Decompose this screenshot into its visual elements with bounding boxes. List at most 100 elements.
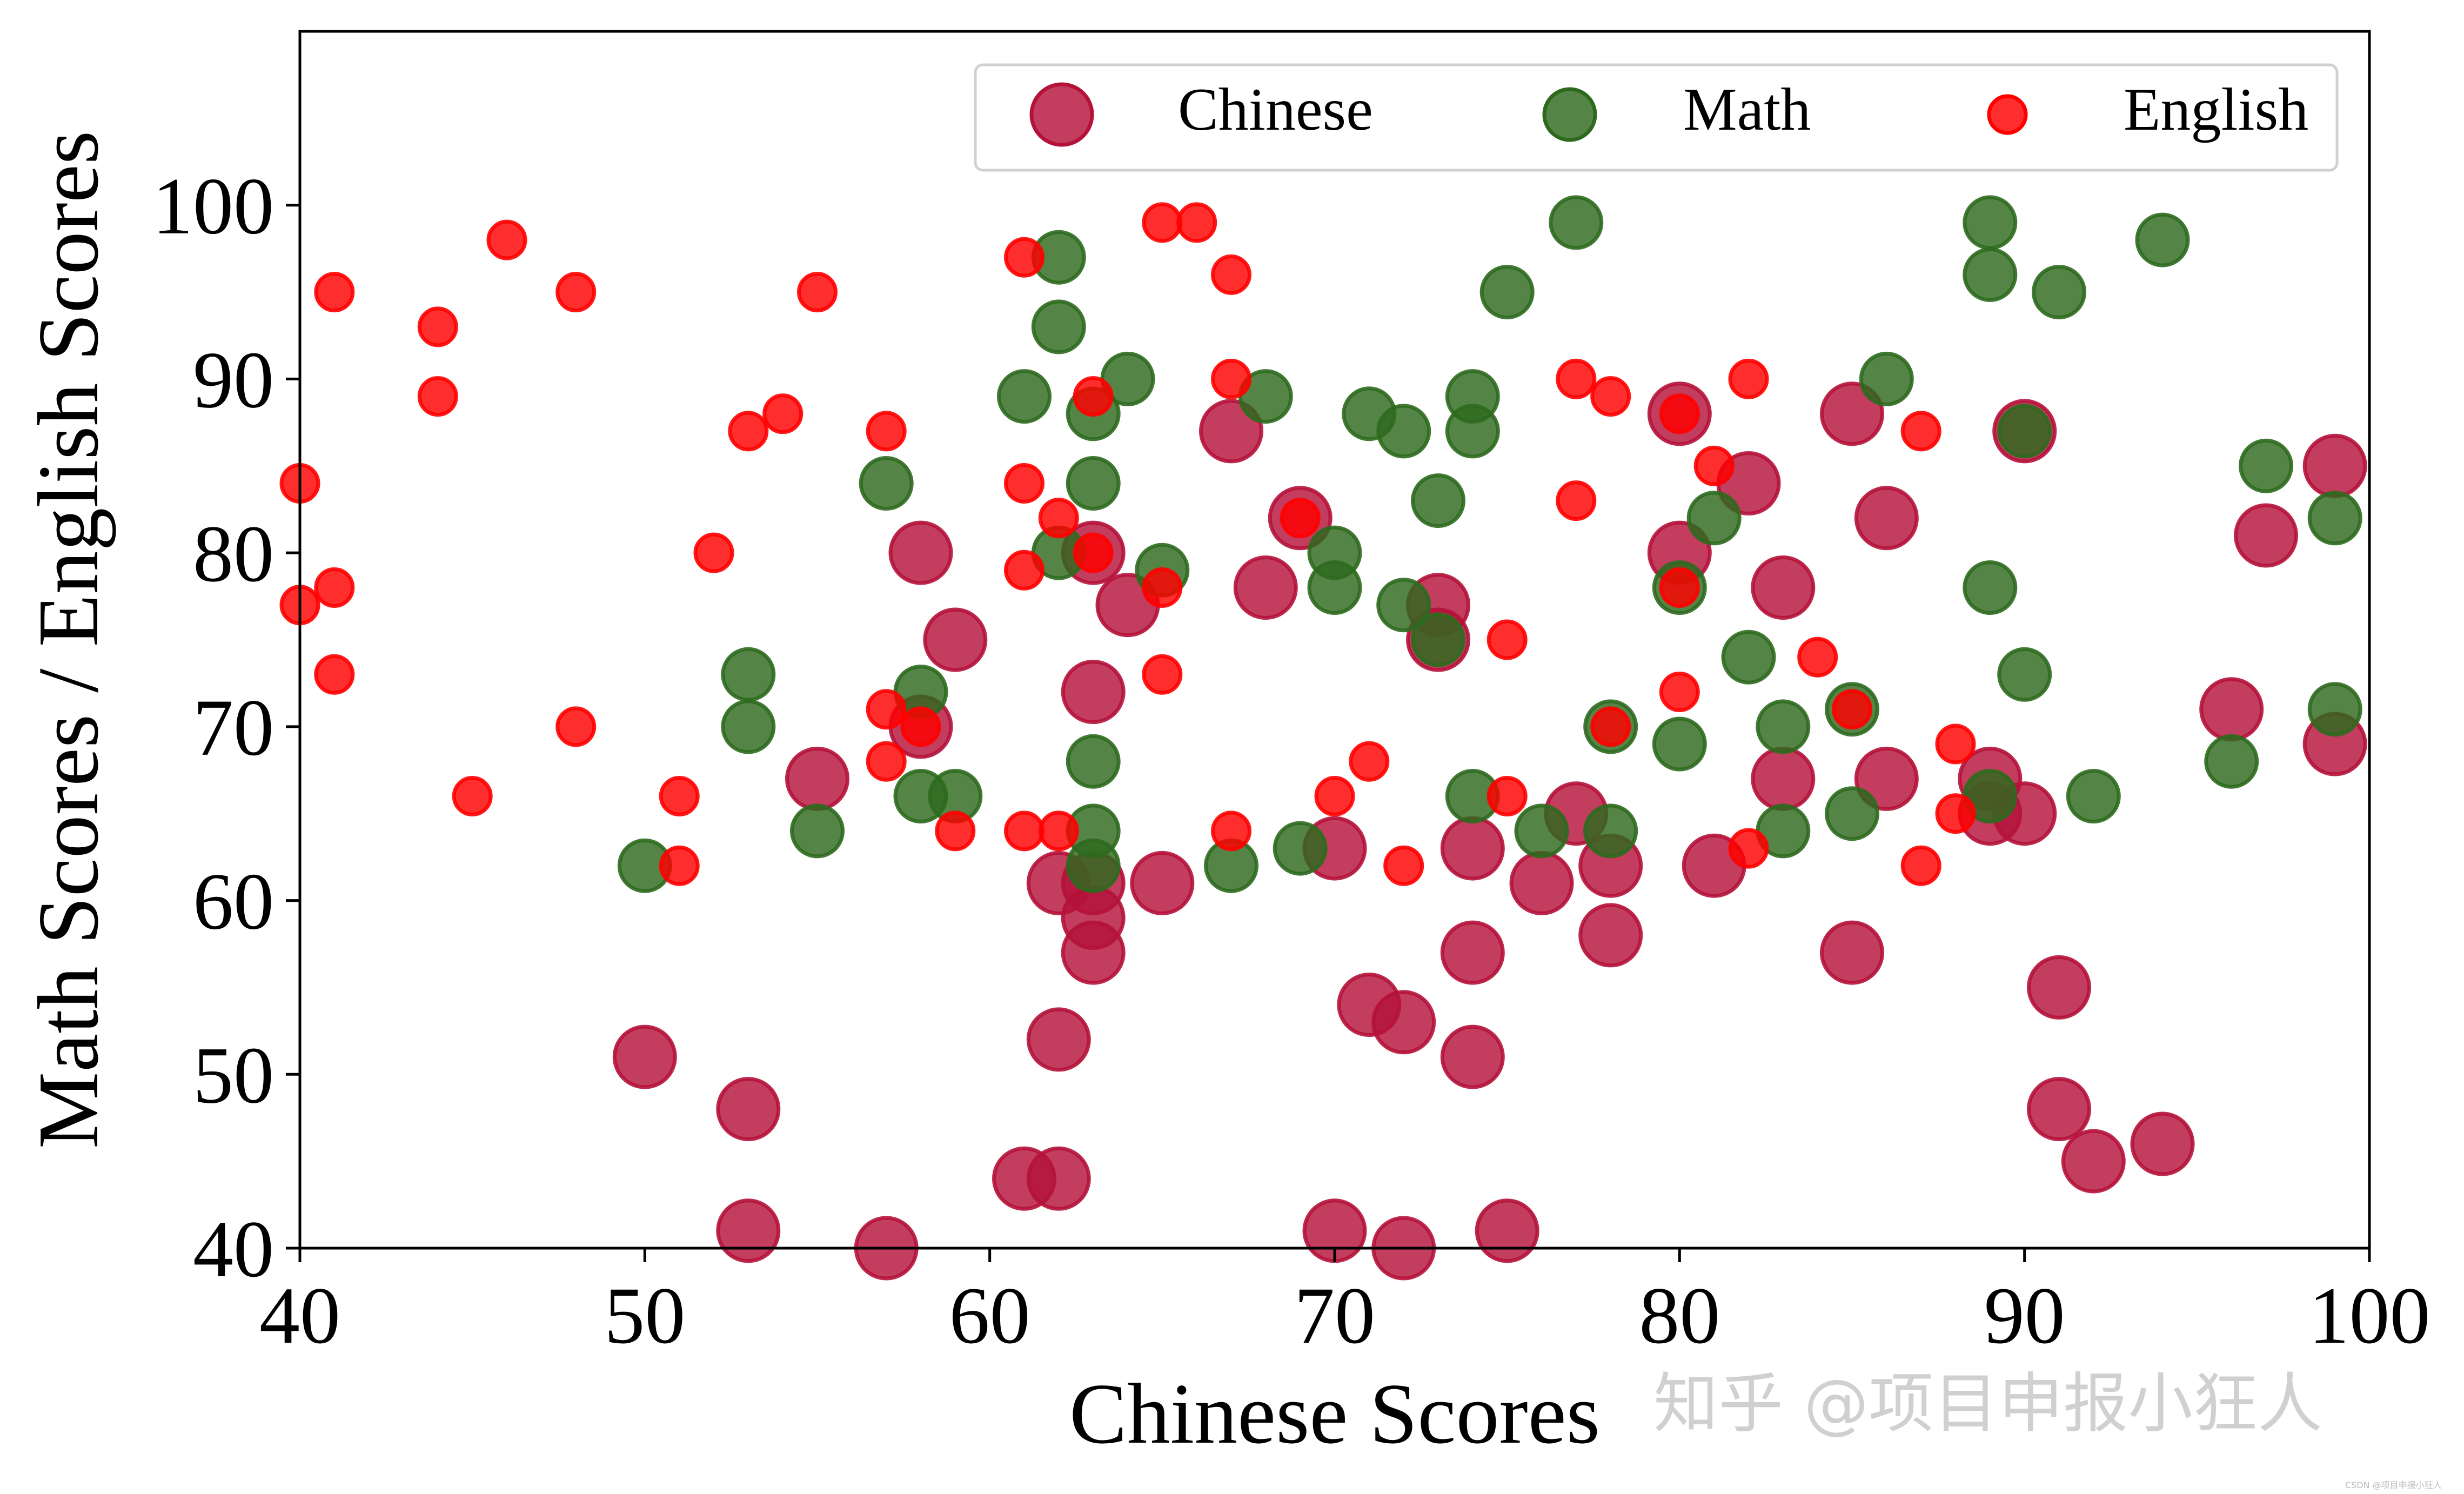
chinese-point [1026, 1146, 1091, 1211]
y-tick-label: 100 [152, 162, 274, 251]
english-point [1935, 793, 1976, 834]
chinese-point [785, 746, 849, 811]
english-point [1659, 393, 1700, 434]
english-point [1280, 498, 1321, 539]
english-point [1004, 463, 1044, 504]
chinese-point [1854, 486, 1919, 551]
math-point [1411, 612, 1465, 667]
english-point [1590, 706, 1631, 747]
series-english [279, 202, 1976, 886]
english-point [1383, 845, 1424, 886]
chinese-point [1820, 381, 1884, 446]
math-point [1411, 473, 1465, 528]
english-point [1314, 776, 1355, 816]
y-tick-label: 40 [193, 1204, 274, 1294]
english-point [659, 776, 700, 816]
chinese-point [2234, 503, 2298, 568]
data-points [279, 195, 2367, 1281]
legend-marker-chinese [1029, 82, 1094, 147]
math-point [1825, 786, 1879, 841]
math-point [1997, 647, 2052, 702]
y-tick-label: 70 [193, 683, 274, 773]
chinese-point [1233, 555, 1298, 620]
math-point [2307, 682, 2362, 737]
english-point [1004, 550, 1044, 591]
english-point [417, 376, 458, 417]
math-point [1066, 838, 1121, 893]
chinese-point [2302, 433, 2367, 498]
math-point [1273, 821, 1328, 876]
math-point [721, 699, 776, 754]
english-point [1556, 480, 1597, 521]
english-point [1832, 689, 1872, 730]
english-point [866, 411, 907, 452]
english-point [314, 272, 355, 313]
english-point [1935, 723, 1976, 765]
legend-marker-math [1542, 87, 1597, 142]
english-point [1797, 637, 1838, 678]
chinese-point [612, 1024, 677, 1089]
chinese-point [716, 1077, 781, 1142]
legend-box [974, 63, 2339, 172]
chinese-point [716, 1198, 781, 1263]
chinese-point [2027, 955, 2091, 1020]
math-point [1445, 404, 1500, 459]
y-axis-label: Math Scores / English Scores [20, 131, 116, 1149]
math-point [1686, 491, 1742, 546]
english-point [417, 306, 458, 347]
chinese-point [2027, 1077, 2091, 1142]
english-point [1728, 358, 1769, 399]
english-point [1142, 567, 1183, 608]
english-point [1211, 810, 1251, 852]
math-point [2307, 491, 2362, 546]
english-point [314, 567, 355, 608]
english-point [555, 706, 597, 747]
chinese-point [1061, 660, 1126, 724]
x-tick-label: 90 [1984, 1271, 2065, 1361]
english-point [693, 532, 734, 573]
chinese-point [2130, 1111, 2195, 1176]
math-point [721, 647, 776, 702]
math-point [1376, 578, 1431, 633]
math-point [1066, 734, 1121, 789]
english-point [1556, 358, 1597, 399]
chinese-point [1026, 1007, 1091, 1072]
math-point [1549, 195, 1604, 250]
english-point [1487, 776, 1528, 816]
english-point [1142, 202, 1183, 243]
chinese-point [1440, 1024, 1505, 1089]
legend-label-math: Math [1683, 76, 1811, 143]
english-point [1728, 828, 1769, 869]
chinese-point [923, 607, 988, 672]
english-point [935, 810, 976, 852]
english-point [1004, 237, 1044, 278]
math-point [859, 456, 914, 511]
chinese-point [1509, 850, 1574, 915]
english-point [762, 393, 804, 434]
english-point [486, 219, 527, 260]
legend: Chinese Math English [974, 63, 2339, 172]
math-point [1066, 456, 1121, 511]
watermark-small: CSDN @项目申报小狂人 [2345, 1480, 2442, 1490]
chinese-point [1854, 746, 1919, 811]
math-point [1997, 404, 2052, 459]
x-axis-label: Chinese Scores [1069, 1365, 1600, 1462]
x-tick-label: 100 [2309, 1271, 2430, 1361]
english-point [1038, 810, 1079, 852]
chinese-point [1751, 746, 1816, 811]
math-point [2204, 734, 2259, 789]
english-point [866, 689, 907, 730]
english-point [1142, 654, 1183, 695]
y-tick-label: 80 [193, 509, 274, 599]
english-point [555, 272, 597, 313]
x-tick-label: 40 [259, 1271, 340, 1361]
chinese-point [1440, 920, 1505, 985]
math-point [1031, 299, 1086, 354]
watermark: 知乎 @项目申报小狂人 [1653, 1366, 2323, 1442]
english-point [1693, 445, 1735, 486]
english-point [1349, 741, 1390, 782]
english-point [1038, 498, 1079, 539]
chinese-point [888, 520, 953, 585]
